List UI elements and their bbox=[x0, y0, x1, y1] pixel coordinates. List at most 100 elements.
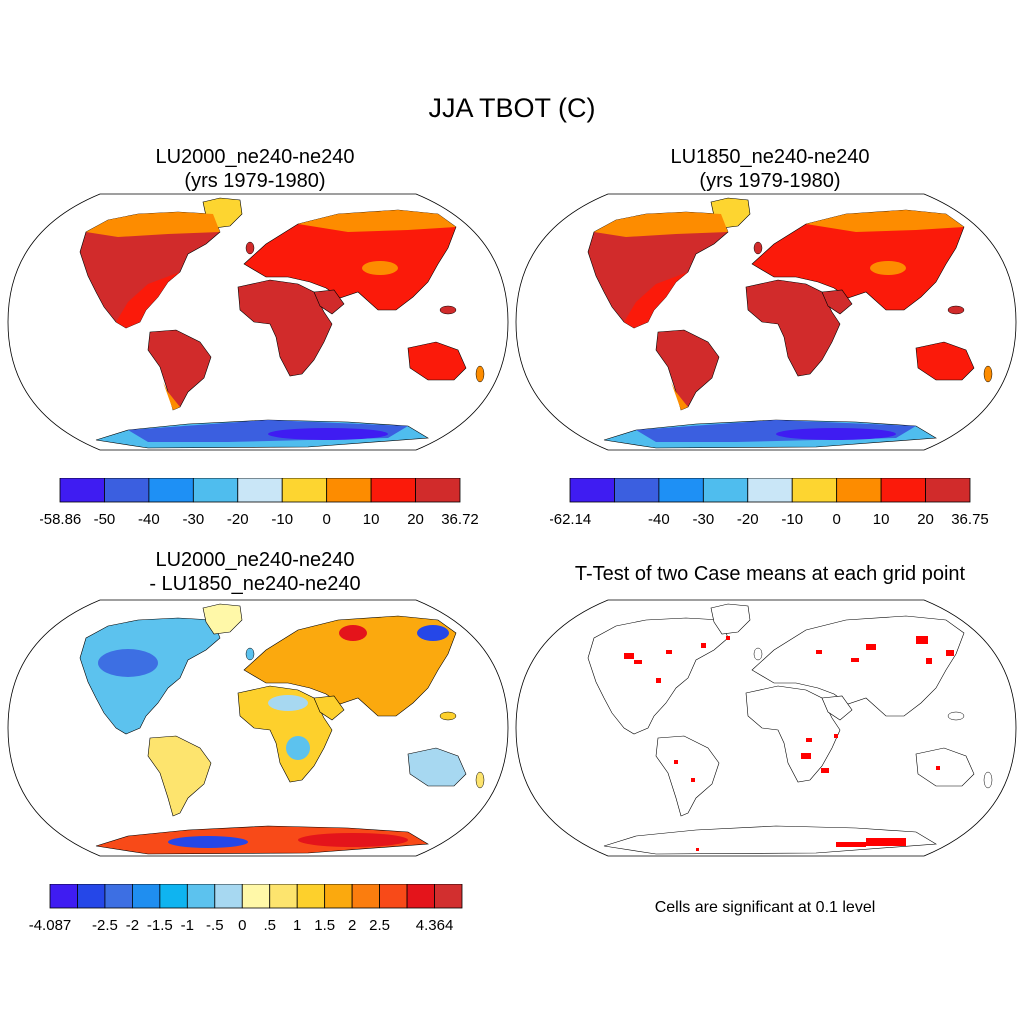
colorbar-tick-label: 20 bbox=[917, 511, 934, 528]
continent-arabia bbox=[821, 695, 853, 721]
colorbar-box bbox=[434, 884, 463, 909]
map-content bbox=[7, 193, 509, 451]
continent-arabia bbox=[821, 289, 853, 315]
region-east-siberia-cool bbox=[417, 625, 449, 641]
island-new-zealand bbox=[983, 365, 993, 383]
colorbar-box bbox=[49, 884, 78, 909]
region-central-africa bbox=[286, 736, 310, 760]
panel-4-title: T-Test of two Case means at each grid po… bbox=[574, 563, 966, 585]
significant-cell bbox=[624, 653, 634, 659]
region-tibet bbox=[870, 261, 906, 275]
significant-cell bbox=[946, 650, 954, 656]
panel-1-title-line2: (yrs 1979-1980) bbox=[184, 170, 326, 192]
colorbar-box bbox=[104, 478, 150, 503]
island-indonesia bbox=[947, 305, 965, 315]
colorbar-box bbox=[406, 884, 435, 909]
significant-cell bbox=[816, 650, 822, 654]
colorbar-tick-label: 0 bbox=[322, 511, 330, 528]
colorbar-box bbox=[925, 478, 971, 503]
colorbar-box bbox=[791, 478, 838, 503]
region-central-america bbox=[116, 272, 180, 328]
figure-title: JJA TBOT (C) bbox=[428, 93, 596, 123]
continent-southAmerica bbox=[655, 735, 720, 817]
significant-cell bbox=[834, 734, 838, 738]
colorbar-tick-label: 20 bbox=[407, 511, 424, 528]
region-patagonia bbox=[671, 382, 688, 410]
colorbar-box bbox=[59, 478, 105, 503]
colorbar-box bbox=[237, 478, 283, 503]
panel-3-title: LU2000_ne240-ne240 - LU1850_ne240-ne240 bbox=[40, 548, 470, 596]
continent-australia bbox=[915, 747, 975, 787]
colorbar-box bbox=[702, 478, 749, 503]
colorbar-tick-label: 2 bbox=[348, 917, 356, 934]
region-central-america bbox=[624, 272, 688, 328]
colorbar-tick-label: -4.087 bbox=[29, 917, 72, 934]
continent-greenland bbox=[202, 603, 243, 635]
colorbar-tick-label: 1 bbox=[293, 917, 301, 934]
colorbar-tick-label: 36.75 bbox=[951, 511, 989, 528]
map-content bbox=[515, 193, 1017, 451]
region-arctic-america bbox=[86, 212, 220, 237]
colorbar-tick-label: -20 bbox=[227, 511, 249, 528]
significance-note: Cells are significant at 0.1 level bbox=[654, 899, 876, 916]
region-west-antarctica-cool bbox=[168, 836, 248, 848]
continent-eurasia bbox=[751, 615, 965, 717]
region-siberia-warm bbox=[339, 625, 367, 641]
continent-northAmerica bbox=[79, 617, 221, 735]
significant-cell bbox=[836, 842, 866, 847]
colorbar-tick-label: -40 bbox=[648, 511, 670, 528]
colorbar-box bbox=[214, 884, 243, 909]
significant-cell bbox=[656, 678, 661, 683]
map-content bbox=[7, 599, 509, 857]
colorbar-box bbox=[148, 478, 194, 503]
region-tibet bbox=[362, 261, 398, 275]
region-sahara-cool bbox=[268, 695, 308, 711]
map-content bbox=[515, 599, 1017, 857]
colorbar-box bbox=[104, 884, 133, 909]
island-new-zealand bbox=[475, 771, 485, 789]
colorbar-box bbox=[186, 884, 216, 909]
region-antarctic-plateau bbox=[776, 428, 896, 440]
island-britain bbox=[753, 647, 763, 661]
colorbar-tick-label: 0 bbox=[832, 511, 840, 528]
significant-cell bbox=[926, 658, 932, 664]
panel-2-title-line2: (yrs 1979-1980) bbox=[699, 170, 841, 192]
colorbar-box bbox=[281, 478, 328, 503]
continent-greenland bbox=[710, 603, 751, 635]
colorbar-box bbox=[658, 478, 704, 503]
island-indonesia bbox=[439, 711, 457, 721]
island-new-zealand bbox=[475, 365, 485, 383]
colorbar-box bbox=[569, 478, 615, 503]
panel-2-title: LU1850_ne240-ne240 (yrs 1979-1980) bbox=[555, 145, 985, 193]
colorbar-tick-label: -2.5 bbox=[92, 917, 118, 934]
colorbar-tick-label: -1 bbox=[181, 917, 194, 934]
significant-cell bbox=[806, 738, 812, 742]
significant-cell bbox=[821, 768, 829, 773]
continent-eurasia bbox=[751, 209, 965, 311]
significant-cell bbox=[866, 644, 876, 650]
continent-africa bbox=[745, 685, 841, 783]
colorbar-box bbox=[880, 478, 926, 503]
colorbar-tick-label: 0 bbox=[238, 917, 246, 934]
significant-cell bbox=[701, 643, 706, 648]
colorbar-tick-label: -20 bbox=[737, 511, 759, 528]
panel-2-title-line1: LU1850_ne240-ne240 bbox=[670, 146, 870, 168]
colorbar-tick-label: -1.5 bbox=[147, 917, 173, 934]
continent-eurasia bbox=[243, 209, 457, 311]
island-britain bbox=[245, 647, 255, 661]
colorbar-panel-1: -58.86 -50 -40 -30 -20 -10 0 10 20 36.72 bbox=[40, 478, 479, 528]
colorbar-box bbox=[241, 884, 271, 909]
island-indonesia bbox=[439, 305, 457, 315]
continent-southAmerica bbox=[655, 329, 720, 411]
panel-1-title: LU2000_ne240-ne240 (yrs 1979-1980) bbox=[40, 145, 470, 193]
colorbar-box bbox=[747, 478, 793, 503]
colorbar-box bbox=[326, 478, 372, 503]
continent-australia bbox=[407, 341, 467, 381]
colorbar-box bbox=[324, 884, 353, 909]
colorbar-panel-3: -4.087 -2.5 -2 -1.5 -1 -.5 0 .5 1 1.5 2 2.5 4.364 bbox=[29, 884, 463, 934]
panel-3-title-line1: LU2000_ne240-ne240 bbox=[155, 549, 355, 571]
island-britain bbox=[753, 241, 763, 255]
continent-africa bbox=[237, 685, 333, 783]
colorbar-tick-label: -10 bbox=[781, 511, 803, 528]
colorbar-box bbox=[192, 478, 239, 503]
